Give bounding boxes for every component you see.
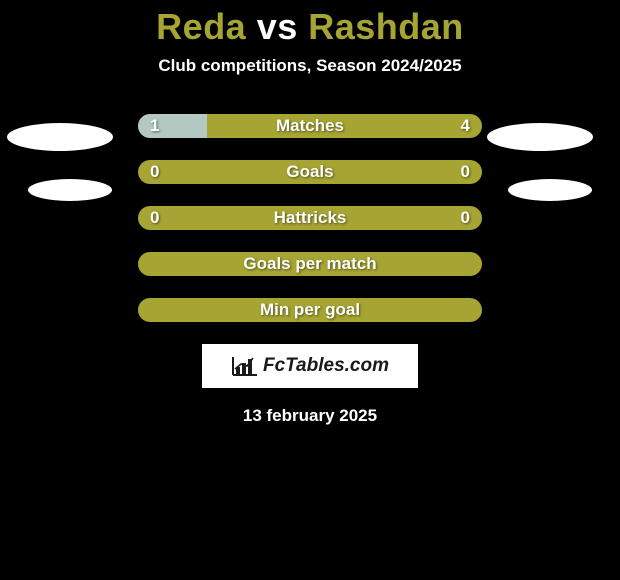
stat-label: Goals (286, 162, 333, 182)
comparison-content: 1 4 Matches 0 0 Goals 0 0 Hattricks Goals per mat… (0, 114, 620, 426)
stat-value-left: 0 (150, 208, 159, 228)
stat-value-right: 0 (461, 162, 470, 182)
stat-bar-goals: 0 0 Goals (138, 160, 482, 184)
stat-label: Hattricks (274, 208, 347, 228)
stat-value-right: 0 (461, 208, 470, 228)
stat-value-left: 1 (150, 116, 159, 136)
stat-label: Min per goal (260, 300, 360, 320)
logo-text: FcTables.com (263, 355, 389, 377)
page-title: Reda vs Rashdan (0, 0, 620, 48)
player1-avatar-bottom (28, 179, 112, 201)
stat-value-left: 0 (150, 162, 159, 182)
stat-value-right: 4 (461, 116, 470, 136)
stat-bar-hattricks: 0 0 Hattricks (138, 206, 482, 230)
stat-label: Matches (276, 116, 344, 136)
player2-avatar-bottom (508, 179, 592, 201)
subtitle: Club competitions, Season 2024/2025 (0, 56, 620, 76)
date-label: 13 february 2025 (0, 406, 620, 426)
stat-label: Goals per match (243, 254, 376, 274)
logo-chart-icon (231, 355, 259, 377)
stat-bar-fill-left (138, 114, 207, 138)
title-vs: vs (257, 6, 309, 47)
stat-bars: 1 4 Matches 0 0 Goals 0 0 Hattricks Goals per mat… (138, 114, 482, 322)
player2-avatar-top (487, 123, 593, 151)
stat-bar-matches: 1 4 Matches (138, 114, 482, 138)
stat-bar-min-per-goal: Min per goal (138, 298, 482, 322)
player1-avatar-top (7, 123, 113, 151)
title-player1: Reda (156, 6, 246, 47)
title-player2: Rashdan (308, 6, 464, 47)
stat-bar-goals-per-match: Goals per match (138, 252, 482, 276)
logo-box: FcTables.com (202, 344, 418, 388)
